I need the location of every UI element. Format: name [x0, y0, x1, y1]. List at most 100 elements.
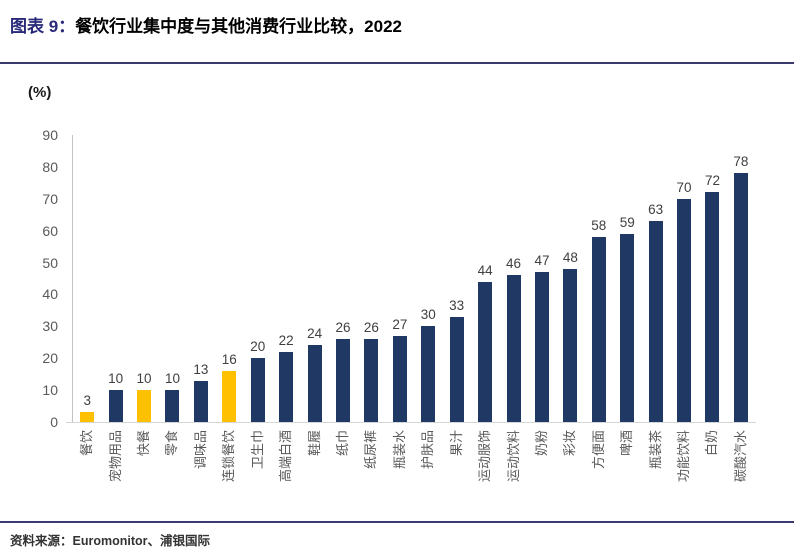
bar	[506, 275, 521, 422]
category-column: 运动服饰	[471, 428, 499, 524]
category-label: 调味品	[192, 430, 208, 470]
bar	[478, 282, 493, 422]
bar-column: 78	[727, 135, 755, 422]
category-column: 零食	[158, 428, 186, 524]
bar	[165, 390, 180, 422]
category-column: 调味品	[187, 428, 215, 524]
chart-number-label: 图表 9：	[10, 17, 76, 36]
category-column: 纸尿裤	[357, 428, 385, 524]
bar-value-label: 10	[164, 371, 180, 386]
category-label: 运动服饰	[477, 430, 493, 483]
bar	[108, 390, 123, 422]
category-column: 瓶装茶	[641, 428, 669, 524]
category-label: 果汁	[448, 430, 464, 457]
category-label: 鞋履	[306, 430, 322, 457]
bar-column: 63	[641, 135, 669, 422]
bar-column: 20	[244, 135, 272, 422]
category-label: 高端白酒	[278, 430, 294, 483]
bar-value-label: 63	[648, 202, 664, 217]
bar-value-label: 10	[136, 371, 152, 386]
category-label: 啤酒	[619, 430, 635, 457]
category-column: 方便面	[585, 428, 613, 524]
bar	[250, 358, 265, 422]
top-divider	[0, 62, 794, 64]
category-column: 鞋履	[300, 428, 328, 524]
bar	[364, 339, 379, 422]
y-tick-label: 50	[42, 254, 58, 271]
category-column: 纸巾	[329, 428, 357, 524]
bar-column: 24	[300, 135, 328, 422]
category-column: 宠物用品	[101, 428, 129, 524]
category-column: 彩妆	[556, 428, 584, 524]
bar-column: 59	[613, 135, 641, 422]
bar	[563, 269, 578, 422]
bar-column: 30	[414, 135, 442, 422]
category-label: 功能饮料	[676, 430, 692, 483]
y-tick-label: 80	[42, 158, 58, 175]
bar-column: 26	[357, 135, 385, 422]
bar-value-label: 46	[506, 256, 522, 271]
y-tick-label: 70	[42, 190, 58, 207]
bar	[80, 412, 95, 422]
bottom-divider	[0, 521, 794, 523]
category-label: 餐饮	[79, 430, 95, 457]
x-axis-line	[66, 422, 756, 423]
bar-value-label: 58	[591, 218, 607, 233]
bar-value-label: 24	[307, 326, 323, 341]
bar-value-label: 48	[562, 250, 578, 265]
y-axis-line	[72, 135, 73, 423]
bar	[193, 381, 208, 422]
bar-value-label: 47	[534, 253, 550, 268]
bar-value-label: 44	[477, 263, 493, 278]
category-label: 宠物用品	[107, 430, 123, 483]
category-column: 白奶	[698, 428, 726, 524]
category-label: 瓶装水	[391, 430, 407, 470]
bar	[421, 326, 436, 422]
bar-column: 46	[499, 135, 527, 422]
source-text: Euromonitor、浦银国际	[72, 534, 211, 548]
bar-column: 3	[73, 135, 101, 422]
bar-column: 10	[158, 135, 186, 422]
bar	[677, 199, 692, 422]
bar-column: 10	[101, 135, 129, 422]
bar-value-label: 26	[335, 320, 351, 335]
bar-value-label: 33	[449, 298, 465, 313]
bar	[591, 237, 606, 422]
bar-column: 33	[442, 135, 470, 422]
bar-column: 70	[670, 135, 698, 422]
y-tick-label: 10	[42, 382, 58, 399]
bar-plot-area: 3 10 10 10 13 16 20 22 24 26 26 27 30 33 44 46 47 48 58 59 6…	[73, 135, 755, 422]
category-column: 瓶装水	[386, 428, 414, 524]
bar	[307, 345, 322, 422]
chart-title-text: 餐饮行业集中度与其他消费行业比较，2022	[75, 17, 403, 36]
category-column: 奶粉	[528, 428, 556, 524]
category-label: 纸巾	[335, 430, 351, 457]
bar-value-label: 22	[278, 333, 294, 348]
bar-value-label: 10	[108, 371, 124, 386]
category-column: 运动饮料	[499, 428, 527, 524]
bar	[449, 317, 464, 422]
bar-value-label: 20	[250, 339, 266, 354]
category-column: 连锁餐饮	[215, 428, 243, 524]
bar-column: 13	[187, 135, 215, 422]
bar	[620, 234, 635, 422]
category-column: 餐饮	[73, 428, 101, 524]
category-label: 碳酸汽水	[732, 430, 748, 483]
bar	[137, 390, 152, 422]
bar	[336, 339, 350, 422]
chart-title: 图表 9：餐饮行业集中度与其他消费行业比较，2022	[10, 12, 402, 37]
bar-value-label: 78	[733, 154, 749, 169]
y-tick-label: 60	[42, 222, 58, 239]
bar-value-label: 59	[619, 215, 635, 230]
category-column: 碳酸汽水	[727, 428, 755, 524]
category-label: 运动饮料	[505, 430, 521, 483]
source-note: 资料来源：Euromonitor、浦银国际	[10, 530, 210, 549]
bar-value-label: 27	[392, 317, 408, 332]
bar-value-label: 26	[363, 320, 379, 335]
bar-column: 10	[130, 135, 158, 422]
category-column: 卫生巾	[244, 428, 272, 524]
category-axis-labels: 餐饮 宠物用品 快餐 零食 调味品 连锁餐饮 卫生巾 高端白酒 鞋履 纸巾 纸尿裤 瓶装水 护肤品 果汁运…	[73, 428, 755, 524]
category-label: 护肤品	[420, 430, 436, 470]
bar	[733, 173, 748, 422]
category-column: 护肤品	[414, 428, 442, 524]
